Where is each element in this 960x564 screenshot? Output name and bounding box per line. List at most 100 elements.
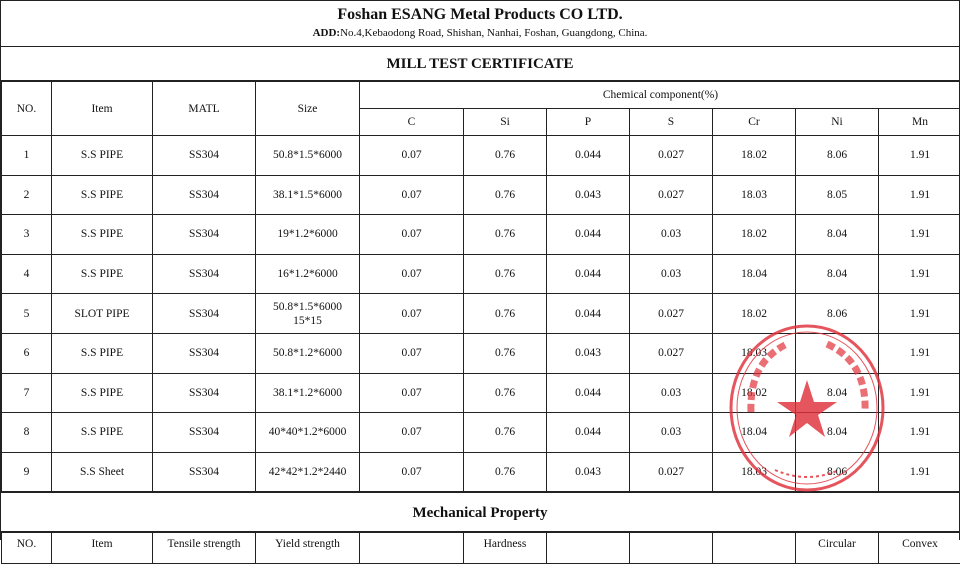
cell-c: 0.07 [360,373,464,413]
mech-col-header [713,533,796,564]
cell-c: 0.07 [360,452,464,492]
col-element-mn: Mn [879,109,960,136]
col-size: Size [256,82,360,136]
cell-ni: 8.04 [796,413,879,453]
cell-size: 38.1*1.5*6000 [256,175,360,215]
mech-col-header [547,533,630,564]
cell-s: 0.027 [630,136,713,176]
cell-no: 8 [2,413,52,453]
cell-ni: 8.06 [796,294,879,334]
cell-matl: SS304 [153,413,256,453]
cell-si: 0.76 [464,215,547,255]
cell-s: 0.027 [630,175,713,215]
cell-p: 0.044 [547,373,630,413]
cell-size: 40*40*1.2*6000 [256,413,360,453]
cell-s: 0.03 [630,215,713,255]
cell-ni [796,333,879,373]
mill-test-certificate: Foshan ESANG Metal Products CO LTD. ADD:… [0,0,960,540]
mech-col-header: Hardness [464,533,547,564]
cell-si: 0.76 [464,333,547,373]
cell-ni: 8.06 [796,136,879,176]
cell-p: 0.043 [547,333,630,373]
col-element-c: C [360,109,464,136]
certificate-title: MILL TEST CERTIFICATE [1,47,959,81]
cell-no: 6 [2,333,52,373]
cell-matl: SS304 [153,294,256,334]
cell-matl: SS304 [153,452,256,492]
cell-si: 0.76 [464,254,547,294]
mech-col-header [360,533,464,564]
cell-item: S.S Sheet [52,452,153,492]
cell-s: 0.027 [630,452,713,492]
mech-col-header: Convex [879,533,960,564]
cell-item: S.S PIPE [52,136,153,176]
cell-size: 16*1.2*6000 [256,254,360,294]
cell-cr: 18.02 [713,373,796,413]
cell-cr: 18.04 [713,413,796,453]
cell-c: 0.07 [360,175,464,215]
cell-ni: 8.05 [796,175,879,215]
company-address: ADD:No.4,Kebaodong Road, Shishan, Nanhai… [1,26,959,40]
cell-matl: SS304 [153,254,256,294]
cell-item: S.S PIPE [52,175,153,215]
cell-p: 0.043 [547,175,630,215]
company-header: Foshan ESANG Metal Products CO LTD. ADD:… [1,0,959,47]
size-line: 38.1*1.5*6000 [256,188,359,202]
cell-c: 0.07 [360,254,464,294]
col-element-s: S [630,109,713,136]
cell-si: 0.76 [464,413,547,453]
size-line: 50.8*1.2*6000 [256,346,359,360]
cell-cr: 18.03 [713,333,796,373]
address-text: No.4,Kebaodong Road, Shishan, Nanhai, Fo… [340,27,647,39]
cell-size: 50.8*1.5*6000 [256,136,360,176]
size-line: 38.1*1.2*6000 [256,386,359,400]
cell-size: 38.1*1.2*6000 [256,373,360,413]
size-line: 16*1.2*6000 [256,267,359,281]
cell-item: S.S PIPE [52,373,153,413]
cell-si: 0.76 [464,452,547,492]
cell-p: 0.044 [547,215,630,255]
cell-size: 50.8*1.2*6000 [256,333,360,373]
col-element-ni: Ni [796,109,879,136]
size-line: 50.8*1.5*6000 [256,148,359,162]
size-line-2: 15*15 [256,314,359,328]
col-item: Item [52,82,153,136]
cell-c: 0.07 [360,215,464,255]
cell-no: 3 [2,215,52,255]
cell-s: 0.027 [630,333,713,373]
cell-s: 0.027 [630,294,713,334]
cell-cr: 18.02 [713,215,796,255]
cell-mn: 1.91 [879,452,960,492]
cell-size: 19*1.2*6000 [256,215,360,255]
company-name: Foshan ESANG Metal Products CO LTD. [1,1,959,24]
size-line: 42*42*1.2*2440 [256,465,359,479]
mechanical-title: Mechanical Property [1,492,959,532]
col-element-p: P [547,109,630,136]
cell-cr: 18.03 [713,175,796,215]
cell-ni: 8.06 [796,452,879,492]
cell-no: 7 [2,373,52,413]
cell-matl: SS304 [153,333,256,373]
cell-mn: 1.91 [879,215,960,255]
cell-cr: 18.03 [713,452,796,492]
cell-item: S.S PIPE [52,215,153,255]
mech-col-header: Yield strength [256,533,360,564]
col-element-si: Si [464,109,547,136]
mech-col-header: Tensile strength [153,533,256,564]
cell-mn: 1.91 [879,373,960,413]
cell-item: S.S PIPE [52,333,153,373]
cell-si: 0.76 [464,294,547,334]
cell-cr: 18.02 [713,294,796,334]
cell-p: 0.044 [547,413,630,453]
cell-ni: 8.04 [796,254,879,294]
cell-item: S.S PIPE [52,254,153,294]
cell-s: 0.03 [630,254,713,294]
